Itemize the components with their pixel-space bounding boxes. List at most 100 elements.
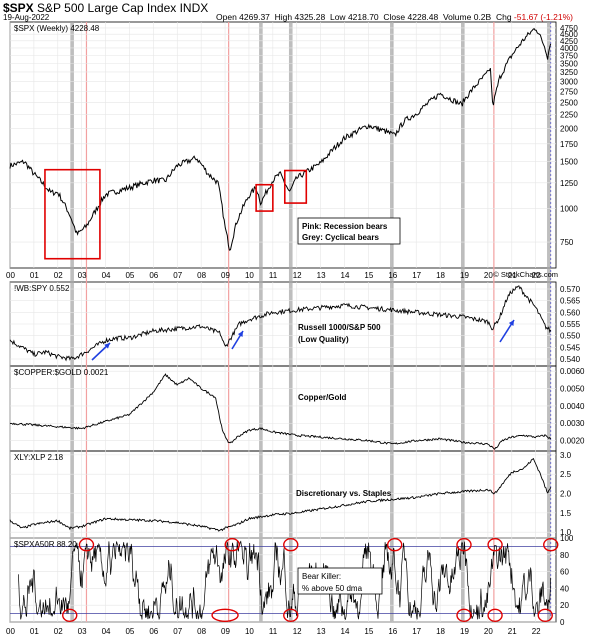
highlight-box: [44, 168, 101, 260]
x-tick-label-bottom: 22: [532, 627, 541, 636]
x-tick-label-bottom: 19: [460, 627, 469, 636]
x-tick-label-top: 08: [197, 271, 206, 280]
spx-y-tick-label: 2250: [560, 111, 578, 120]
cyclical-bear-band: [288, 22, 293, 622]
spx-price-line: [9, 28, 552, 251]
spx-y-tick-label: 4000: [560, 44, 578, 53]
x-tick-label-bottom: 15: [364, 627, 373, 636]
series-line-panel-1: [9, 285, 552, 362]
y-tick-label-panel-1: 0.540: [560, 355, 581, 364]
low-value: 4218.70: [347, 12, 379, 22]
index-name: S&P 500 Large Cap Index: [37, 1, 177, 15]
x-tick-label-top: 21: [508, 271, 517, 280]
chart-date: 19-Aug-2022: [3, 13, 50, 22]
x-tick-label-top: 13: [317, 271, 326, 280]
y-tick-label-panel-3: 1.5: [560, 509, 572, 518]
x-tick-label-bottom: 21: [508, 627, 517, 636]
y-tick-label-panel-3: 2.0: [560, 490, 572, 499]
spx-y-tick-label: 4750: [560, 24, 578, 33]
x-tick-label-top: 00: [6, 271, 15, 280]
x-tick-label-top: 07: [173, 271, 182, 280]
y-tick-label-panel-1: 0.560: [560, 308, 581, 317]
y-tick-label-panel-2: 0.0030: [560, 419, 585, 428]
y-tick-label-panel-2: 0.0020: [560, 437, 585, 446]
spx-y-tick-label: 3000: [560, 77, 578, 86]
legend-cyclical-text: Grey: Cyclical bears: [302, 233, 379, 242]
panel-title-3: XLY:XLP 2.18: [14, 453, 64, 462]
x-tick-label-top: 19: [460, 271, 469, 280]
spx-y-tick-label: 2000: [560, 124, 578, 133]
x-tick-label-top: 05: [125, 271, 134, 280]
x-tick-label-top: 18: [436, 271, 445, 280]
x-tick-label-top: 06: [149, 271, 158, 280]
x-tick-label-bottom: 05: [125, 627, 134, 636]
extreme-reading-circle: [487, 538, 503, 552]
spx-y-tick-label: 750: [560, 238, 574, 247]
y-tick-label-panel-1: 0.550: [560, 332, 581, 341]
breadth-y-tick-label: 0: [560, 618, 565, 627]
chart-header-title: $SPX S&P 500 Large Cap Index INDX: [3, 1, 208, 15]
exchange: INDX: [179, 1, 209, 15]
cyclical-bear-band: [259, 22, 263, 622]
y-tick-label-panel-1: 0.545: [560, 343, 581, 352]
russell-label: Russell 1000/S&P 500: [298, 323, 381, 332]
legend-recession-text: Pink: Recession bears: [302, 222, 388, 231]
y-tick-label-panel-1: 0.555: [560, 320, 581, 329]
y-tick-label-panel-2: 0.0040: [560, 402, 585, 411]
low-label: Low: [329, 12, 346, 22]
chg-label: Chg: [495, 12, 512, 22]
x-tick-label-bottom: 06: [149, 627, 158, 636]
cyclical-bear-band: [390, 22, 394, 622]
spx-y-tick-label: 4500: [560, 30, 578, 39]
panel-frame-2: [9, 365, 557, 452]
x-tick-label-top: 09: [221, 271, 230, 280]
arrow-2020-head: [508, 320, 514, 326]
y-tick-label-panel-3: 1.0: [560, 528, 572, 537]
spx-y-tick-label: 1250: [560, 179, 578, 188]
spx-y-tick-label: 2500: [560, 98, 578, 107]
symbol: $SPX: [3, 1, 34, 15]
x-tick-label-top: 22: [532, 271, 541, 280]
legend-box: [297, 217, 401, 245]
y-tick-label-panel-3: 3.0: [560, 451, 572, 460]
cyclical-bear-band: [70, 22, 74, 622]
spx-y-tick-label: 1500: [560, 158, 578, 167]
cyclical-bear-band: [461, 22, 465, 622]
panel-title-1: !WB:SPY 0.552: [14, 284, 70, 293]
x-tick-label-top: 04: [102, 271, 111, 280]
x-tick-label-bottom: 20: [484, 627, 493, 636]
x-tick-label-top: 01: [30, 271, 39, 280]
volume-value: 0.2B: [473, 12, 492, 22]
disc-staples-label: Discretionary vs. Staples: [296, 489, 392, 498]
open-value: 4269.37: [239, 12, 270, 22]
y-tick-label-panel-1: 0.565: [560, 297, 581, 306]
highlight-box: [255, 183, 274, 212]
series-line-panel-2: [9, 373, 552, 450]
x-tick-label-bottom: 13: [317, 627, 326, 636]
x-tick-label-bottom: 17: [412, 627, 421, 636]
x-tick-label-bottom: 10: [245, 627, 254, 636]
close-value: 4228.48: [407, 12, 439, 22]
extreme-reading-circle: [487, 608, 503, 622]
extreme-reading-circle: [456, 608, 472, 622]
panel-frame-0: [9, 21, 557, 269]
open-label: Open: [216, 12, 237, 22]
breadth-y-tick-label: 20: [560, 601, 569, 610]
spx-y-tick-label: 3500: [560, 59, 578, 68]
y-tick-label-panel-3: 2.5: [560, 470, 572, 479]
russell-sublabel: (Low Quality): [298, 335, 349, 344]
x-tick-label-bottom: 12: [293, 627, 302, 636]
y-tick-label-panel-1: 0.570: [560, 285, 581, 294]
spx-y-tick-label: 4250: [560, 37, 578, 46]
panel-frame-3: [9, 450, 557, 539]
extreme-reading-circle: [78, 538, 95, 552]
x-tick-label-top: 17: [412, 271, 421, 280]
x-tick-label-top: 11: [269, 271, 278, 280]
breadth-y-tick-label: 80: [560, 551, 569, 560]
x-tick-label-bottom: 14: [341, 627, 350, 636]
x-tick-label-top: 16: [388, 271, 397, 280]
series-line-panel-3: [9, 457, 552, 532]
x-tick-label-bottom: 08: [197, 627, 206, 636]
